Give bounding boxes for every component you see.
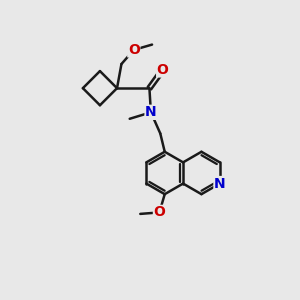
Text: O: O [157, 63, 169, 77]
Text: N: N [145, 105, 157, 119]
Text: N: N [214, 177, 226, 190]
Text: O: O [154, 206, 165, 219]
Text: O: O [128, 43, 140, 57]
